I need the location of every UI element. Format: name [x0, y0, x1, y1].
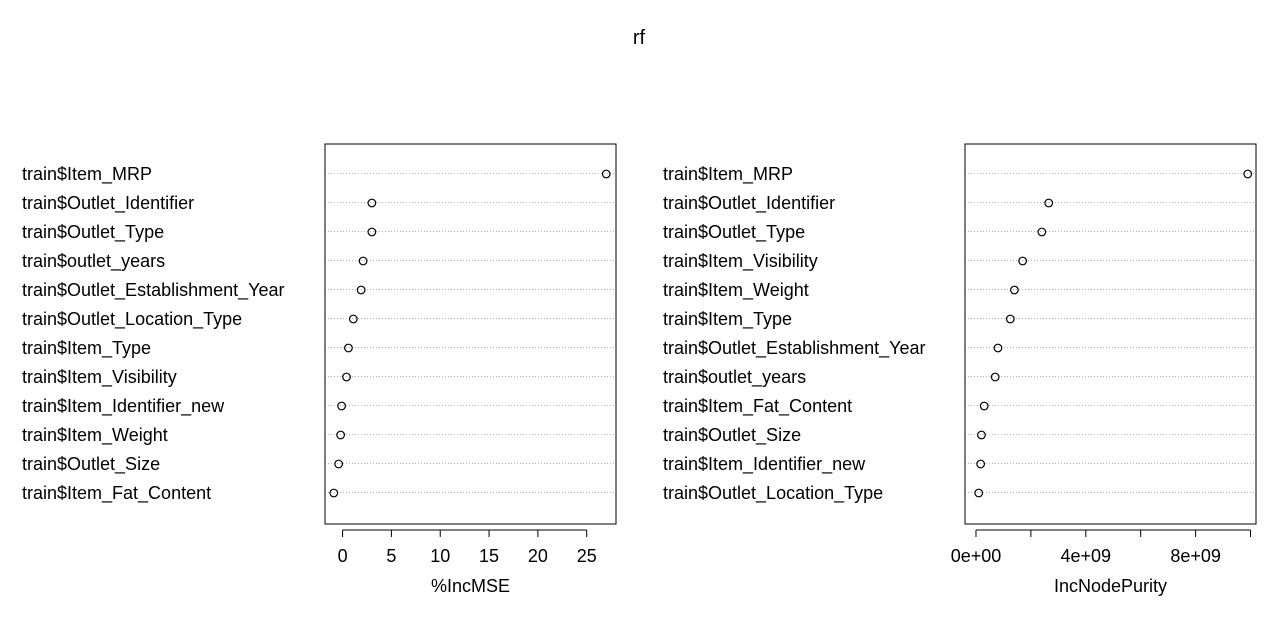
data-point: [976, 459, 986, 469]
category-label: train$Item_Identifier_new: [663, 454, 866, 475]
category-label: train$Outlet_Location_Type: [22, 309, 242, 330]
category-label: train$Item_Fat_Content: [663, 396, 852, 417]
category-label: train$Item_Weight: [663, 280, 809, 301]
x-tick-label: 0e+00: [951, 546, 1002, 566]
x-tick-label: 20: [528, 546, 548, 566]
category-label: train$Outlet_Establishment_Year: [663, 338, 926, 359]
category-label: train$Outlet_Type: [22, 222, 164, 243]
x-tick-label: 10: [430, 546, 450, 566]
data-point: [342, 372, 351, 382]
data-point: [1044, 198, 1054, 208]
category-label: train$Outlet_Identifier: [663, 193, 835, 214]
data-point: [336, 430, 346, 440]
data-point: [979, 401, 989, 411]
category-label: train$Item_Weight: [22, 425, 168, 446]
category-label: train$Outlet_Size: [663, 425, 801, 446]
data-point: [990, 372, 1000, 382]
data-point: [1243, 169, 1253, 179]
data-point: [337, 401, 347, 411]
data-point: [344, 343, 353, 353]
category-label: train$Item_Visibility: [22, 367, 177, 388]
data-point: [601, 169, 611, 179]
chart-title: rf: [633, 27, 646, 49]
category-label: train$Outlet_Size: [22, 454, 160, 475]
data-point: [977, 430, 986, 440]
x-tick-label: 15: [479, 546, 499, 566]
category-label: train$Item_MRP: [663, 164, 793, 185]
plot-frame: [324, 143, 617, 525]
data-point: [348, 314, 358, 324]
data-point: [367, 227, 377, 237]
x-tick-label: 0: [338, 546, 348, 566]
data-point: [1018, 256, 1028, 266]
x-axis-label: %IncMSE: [431, 576, 510, 596]
category-label: train$Outlet_Location_Type: [663, 483, 883, 504]
data-point: [334, 459, 344, 469]
data-point: [1005, 314, 1015, 324]
category-label: train$outlet_years: [22, 251, 165, 272]
x-tick-label: 4e+09: [1061, 546, 1112, 566]
category-label: train$outlet_years: [663, 367, 806, 388]
data-point: [358, 256, 368, 266]
data-point: [1037, 227, 1047, 237]
data-point: [367, 198, 377, 208]
data-point: [356, 285, 366, 295]
plot-frame: [964, 143, 1257, 525]
category-label: train$Item_Type: [22, 338, 151, 359]
data-point: [974, 488, 984, 498]
category-label: train$Outlet_Establishment_Year: [22, 280, 285, 301]
x-tick-label: 8e+09: [1170, 546, 1221, 566]
data-point: [993, 343, 1003, 353]
x-axis-label: IncNodePurity: [1054, 576, 1167, 596]
category-label: train$Item_Type: [663, 309, 792, 330]
category-label: train$Item_Visibility: [663, 251, 818, 272]
category-label: train$Outlet_Identifier: [22, 193, 194, 214]
category-label: train$Item_Fat_Content: [22, 483, 211, 504]
data-point: [1010, 285, 1019, 295]
category-label: train$Item_MRP: [22, 164, 152, 185]
data-point: [329, 488, 339, 498]
category-label: train$Item_Identifier_new: [22, 396, 225, 417]
x-tick-label: 25: [577, 546, 597, 566]
category-label: train$Outlet_Type: [663, 222, 805, 243]
x-tick-label: 5: [386, 546, 396, 566]
